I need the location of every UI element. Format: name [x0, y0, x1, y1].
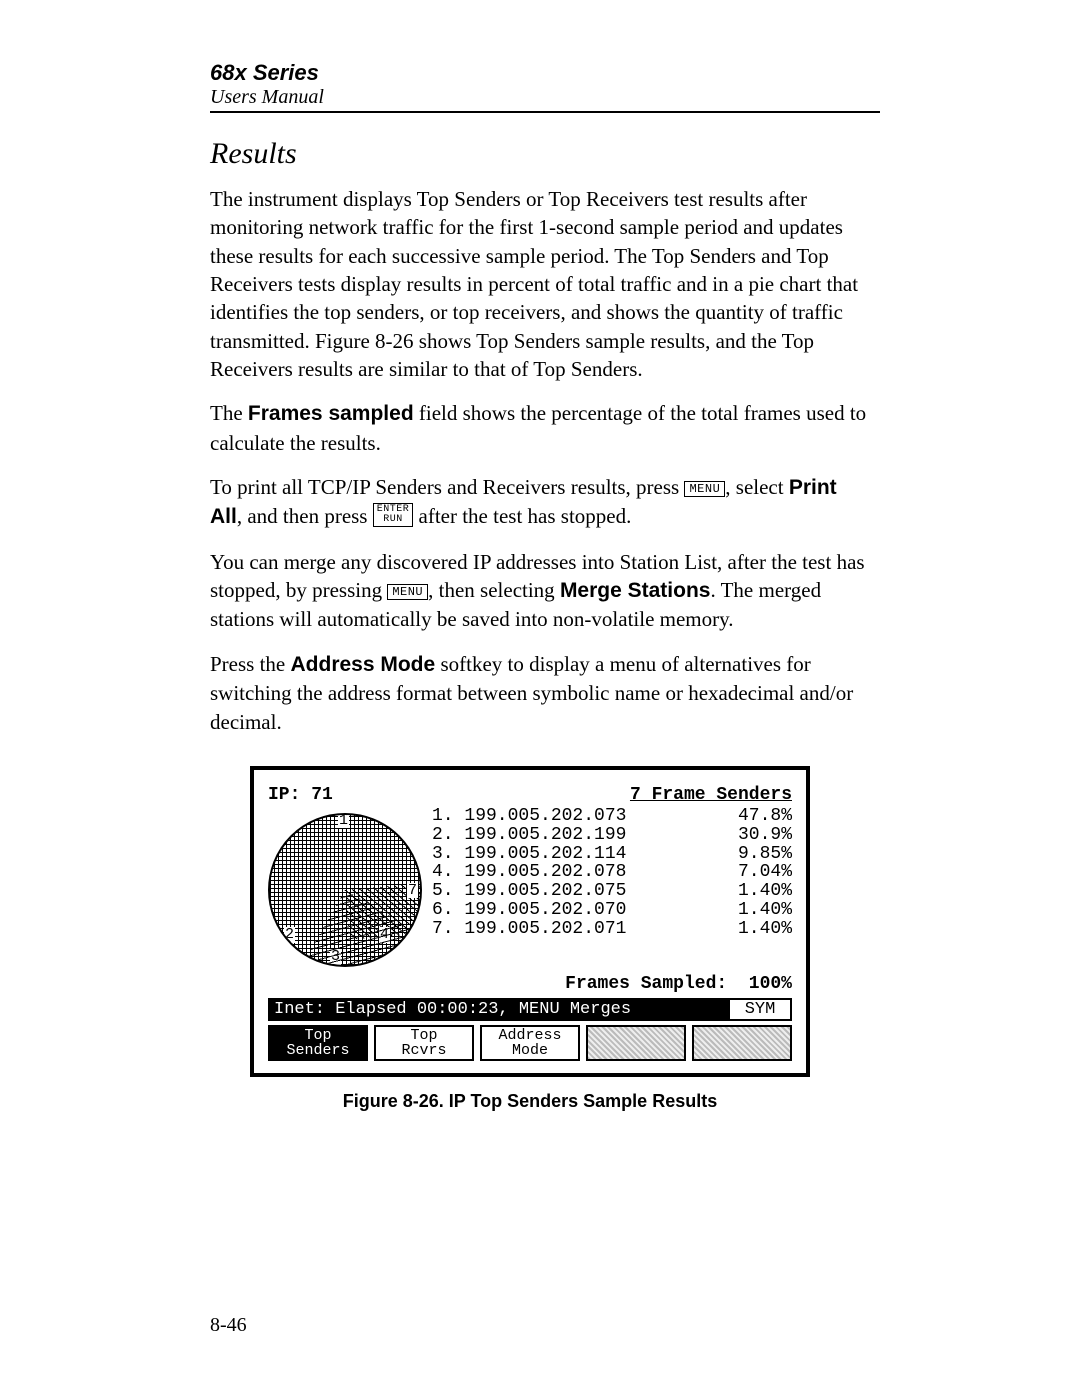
sender-address: 5. 199.005.202.075 [432, 882, 626, 901]
sender-row: 7. 199.005.202.071 1.40% [432, 920, 792, 939]
pie-slice-label: 7 [407, 883, 418, 899]
section-heading: Results [210, 137, 990, 171]
frames-sampled-row: Frames Sampled: 100% [268, 975, 792, 994]
status-bar: Inet: Elapsed 00:00:23, MENU Merges SYM [268, 998, 792, 1022]
sender-percent: 47.8% [738, 807, 792, 826]
sender-percent: 1.40% [738, 920, 792, 939]
pie-slice-label: 2 [284, 927, 295, 943]
frames-sampled-value: 100% [749, 974, 792, 994]
softkey [692, 1025, 792, 1061]
sender-row: 6. 199.005.202.070 1.40% [432, 901, 792, 920]
pie-chart: 1 7 4 3 2 [268, 813, 422, 967]
frames-sampled-term: Frames sampled [248, 402, 414, 425]
sender-row: 4. 199.005.202.078 7.04% [432, 863, 792, 882]
status-text: Inet: Elapsed 00:00:23, MENU Merges [268, 998, 730, 1022]
menu-key-icon: MENU [684, 481, 725, 497]
address-mode-term: Address Mode [291, 653, 436, 676]
instrument-screen: IP: 71 7 Frame Senders 1 7 4 3 2 1. 199.… [250, 766, 810, 1078]
frames-sampled-label: Frames Sampled: [565, 974, 727, 994]
sender-row: 2. 199.005.202.199 30.9% [432, 826, 792, 845]
pie-chart-area: 1 7 4 3 2 [268, 807, 432, 967]
text: The [210, 401, 248, 425]
paragraph-4: You can merge any discovered IP addresse… [210, 548, 870, 634]
screen-body: 1 7 4 3 2 1. 199.005.202.07347.8%2. 199.… [268, 807, 792, 967]
sender-address: 2. 199.005.202.199 [432, 826, 626, 845]
text: RUN [383, 514, 403, 525]
paragraph-1: The instrument displays Top Senders or T… [210, 185, 870, 383]
softkey[interactable]: Top Rcvrs [374, 1025, 474, 1061]
text: , then selecting [428, 578, 560, 602]
sender-row: 5. 199.005.202.075 1.40% [432, 882, 792, 901]
sender-address: 1. 199.005.202.073 [432, 807, 626, 826]
document-page: 68x Series Users Manual Results The inst… [0, 0, 1080, 1397]
status-sym: SYM [730, 998, 792, 1022]
sender-address: 7. 199.005.202.071 [432, 920, 626, 939]
ip-label: IP: [268, 785, 300, 805]
pie-slice-label: 4 [379, 927, 390, 943]
merge-stations-term: Merge Stations [560, 579, 711, 602]
enter-run-key-icon: ENTERRUN [373, 503, 414, 527]
sender-row: 1. 199.005.202.073 47.8% [432, 807, 792, 826]
softkey [586, 1025, 686, 1061]
softkey-row: Top SendersTop RcvrsAddress Mode [268, 1025, 792, 1061]
sender-percent: 7.04% [738, 863, 792, 882]
sender-address: 3. 199.005.202.114 [432, 845, 626, 864]
text: , and then press [237, 504, 373, 528]
paragraph-2: The Frames sampled field shows the perce… [210, 399, 870, 457]
pie-slice-label: 3 [330, 949, 341, 965]
text: after the test has stopped. [413, 504, 631, 528]
sender-percent: 1.40% [738, 901, 792, 920]
paragraph-3: To print all TCP/IP Senders and Receiver… [210, 473, 870, 532]
sender-percent: 1.40% [738, 882, 792, 901]
page-number: 8-46 [210, 1314, 247, 1337]
ip-value: 71 [311, 785, 333, 805]
sender-address: 4. 199.005.202.078 [432, 863, 626, 882]
menu-key-icon: MENU [387, 584, 428, 600]
paragraph-5: Press the Address Mode softkey to displa… [210, 650, 870, 736]
pie-slice-label: 1 [338, 813, 349, 829]
sender-row: 3. 199.005.202.114 9.85% [432, 845, 792, 864]
text: To print all TCP/IP Senders and Receiver… [210, 475, 684, 499]
figure-caption: Figure 8-26. IP Top Senders Sample Resul… [210, 1091, 850, 1112]
softkey[interactable]: Top Senders [268, 1025, 368, 1061]
screen-header: IP: 71 7 Frame Senders [268, 786, 792, 805]
sender-percent: 9.85% [738, 845, 792, 864]
screen-title: 7 Frame Senders [630, 786, 792, 805]
series-title: 68x Series [210, 60, 990, 86]
manual-title: Users Manual [210, 86, 880, 113]
ip-label-block: IP: 71 [268, 786, 333, 805]
text: Press the [210, 652, 291, 676]
softkey[interactable]: Address Mode [480, 1025, 580, 1061]
sender-address: 6. 199.005.202.070 [432, 901, 626, 920]
sender-percent: 30.9% [738, 826, 792, 845]
sender-list: 1. 199.005.202.07347.8%2. 199.005.202.19… [432, 807, 792, 967]
text: , select [725, 475, 789, 499]
